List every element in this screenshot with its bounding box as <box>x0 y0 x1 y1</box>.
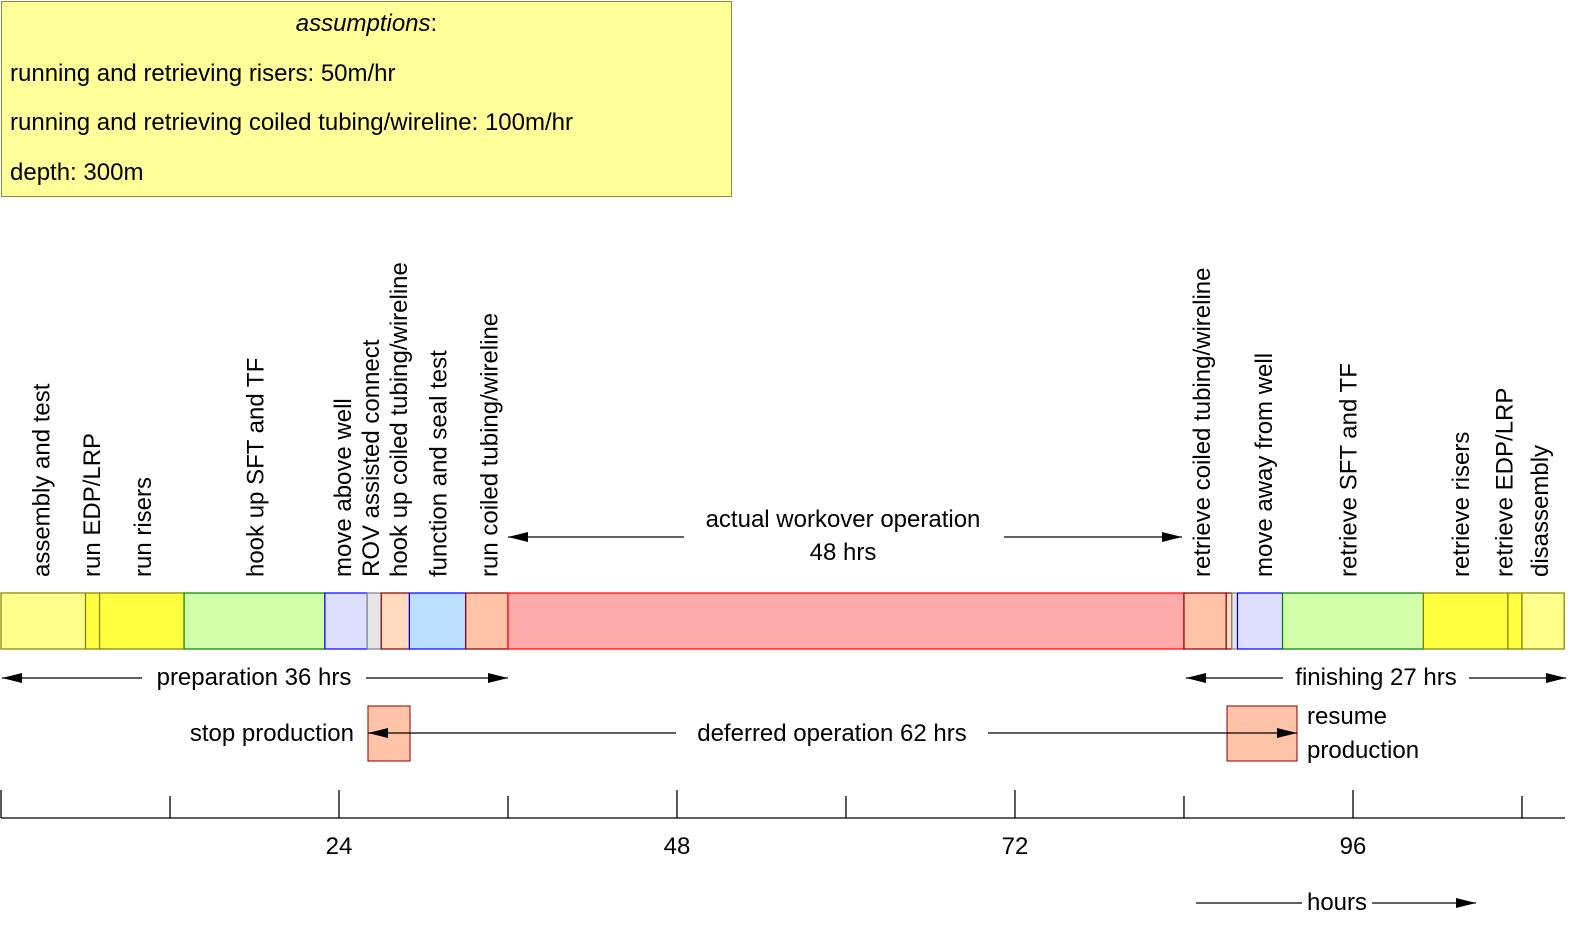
timeline-segment <box>465 592 509 650</box>
finishing-label: finishing 27 hrs <box>1295 664 1456 691</box>
step-label: disassembly <box>1527 445 1554 577</box>
step-label: retrieve risers <box>1448 432 1475 577</box>
step-label: run EDP/LRP <box>79 433 106 577</box>
timeline-bar <box>0 592 1565 650</box>
resume-production-label-2: production <box>1307 737 1419 764</box>
timeline-segment <box>1231 592 1239 650</box>
step-label: hook up coiled tubing/wireline <box>386 262 413 577</box>
timeline-segment <box>507 592 1185 650</box>
step-label: retrieve coiled tubing/wireline <box>1189 268 1216 578</box>
step-label: move above well <box>330 398 357 577</box>
timeline-segment <box>1422 592 1509 650</box>
resume-production-label-1: resume <box>1307 703 1387 730</box>
step-label: assembly and test <box>28 383 55 577</box>
axis-ticks <box>0 790 1523 818</box>
step-labels: assembly and test run EDP/LRP run risers ho… <box>28 262 1553 577</box>
axis-tick-label: 96 <box>1340 833 1367 860</box>
timeline-segment <box>366 592 382 650</box>
timeline-segment <box>1521 592 1565 650</box>
timeline-segment <box>380 592 411 650</box>
timeline-segment <box>324 592 368 650</box>
timeline-segment <box>1281 592 1424 650</box>
timeline-segment <box>1225 592 1233 650</box>
step-label: run coiled tubing/wireline <box>476 313 503 577</box>
workover-label: actual workover operation <box>706 506 981 533</box>
axis-title: hours <box>1307 889 1367 916</box>
step-label: retrieve EDP/LRP <box>1492 388 1519 577</box>
step-label: move away from well <box>1251 353 1278 577</box>
step-label: hook up SFT and TF <box>242 358 269 577</box>
timeline-segment <box>0 592 87 650</box>
axis-tick-label: 72 <box>1002 833 1029 860</box>
timeline-segment <box>84 592 101 650</box>
timeline-segment <box>408 592 467 650</box>
assumptions-box: assumptions: running and retrieving rise… <box>1 1 732 197</box>
assumption-risers: running and retrieving risers: 50m/hr <box>10 60 396 87</box>
preparation-label: preparation 36 hrs <box>157 664 352 691</box>
workover-duration: 48 hrs <box>810 539 877 566</box>
step-label: function and seal test <box>426 350 453 577</box>
axis-tick-label: 48 <box>664 833 691 860</box>
step-label: ROV assisted connect <box>358 339 385 577</box>
stop-production-label: stop production <box>190 720 354 747</box>
timeline-segment <box>183 592 326 650</box>
deferred-label: deferred operation 62 hrs <box>697 720 967 747</box>
timeline-segment <box>1236 592 1284 650</box>
assumption-depth: depth: 300m <box>10 159 144 186</box>
axis-tick-label: 24 <box>326 833 353 860</box>
timeline-segment <box>98 592 185 650</box>
assumption-coiled-tubing: running and retrieving coiled tubing/wir… <box>10 109 573 136</box>
step-label: run risers <box>130 477 157 577</box>
timeline-segment <box>1183 592 1227 650</box>
assumptions-title: assumptions: <box>295 10 438 37</box>
axis-tick-labels: 24 48 72 96 <box>326 833 1367 860</box>
timeline-segment <box>1507 592 1523 650</box>
step-label: retrieve SFT and TF <box>1335 363 1362 577</box>
